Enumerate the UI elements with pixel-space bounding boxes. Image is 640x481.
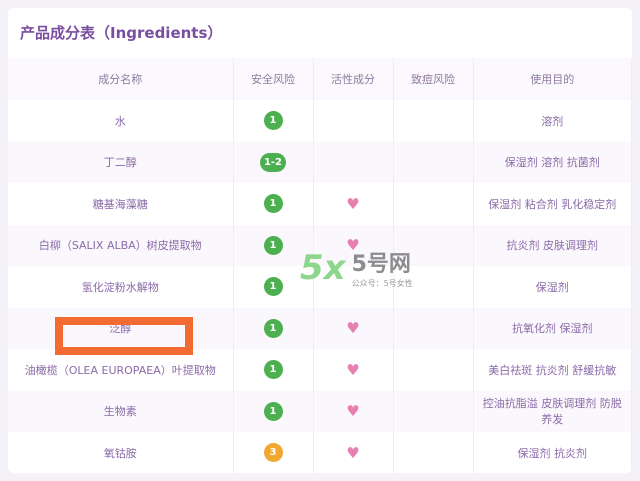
safety-cell: 1-2 (233, 141, 314, 183)
safety-cell: 1 (233, 307, 314, 349)
safety-cell: 1 (233, 390, 314, 432)
purpose: 保湿剂 粘合剂 乳化稳定剂 (473, 183, 632, 225)
safety-cell: 1 (233, 349, 314, 391)
active-cell: ♥ (313, 224, 394, 266)
active-cell (313, 141, 394, 183)
table-row: 丁二醇 1-2 保湿剂 溶剂 抗菌剂 (8, 141, 632, 183)
table-row: 氧钴胺 3 ♥ 保湿剂 抗炎剂 (8, 432, 632, 473)
acne-cell (393, 307, 474, 349)
safety-risk-badge: 1-2 (259, 152, 287, 172)
safety-risk-badge: 1 (263, 360, 283, 380)
ingredients-card: 产品成分表（Ingredients） 成分名称 安全风险 活性成分 致痘风险 使用目的 … (8, 8, 632, 473)
column-header: 活性成分 (313, 58, 394, 100)
ingredient-name[interactable]: 氧钴胺 (8, 432, 234, 473)
acne-cell (393, 224, 474, 266)
table-row: 氢化淀粉水解物 1 保湿剂 (8, 266, 632, 308)
ingredient-name[interactable]: 糖基海藻糖 (8, 183, 234, 225)
heart-icon: ♥ (346, 236, 360, 255)
active-cell: ♥ (313, 390, 394, 432)
safety-risk-badge: 1 (263, 401, 283, 421)
safety-cell: 3 (233, 432, 314, 473)
safety-cell: 1 (233, 100, 314, 142)
table-row: 油橄榄（OLEA EUROPAEA）叶提取物 1 ♥ 美白祛斑 抗炎剂 舒缓抗敏 (8, 349, 632, 391)
safety-risk-badge: 1 (263, 235, 283, 255)
safety-cell: 1 (233, 266, 314, 308)
safety-risk-badge: 1 (263, 111, 283, 131)
safety-cell: 1 (233, 183, 314, 225)
ingredient-name[interactable]: 水 (8, 100, 234, 142)
watermark-sub: 公众号：5号女性 (351, 279, 413, 288)
active-cell: ♥ (313, 183, 394, 225)
column-header: 安全风险 (233, 58, 314, 100)
safety-risk-badge: 1 (263, 318, 283, 338)
column-header: 致痘风险 (393, 58, 474, 100)
ingredient-name[interactable]: 生物素 (8, 390, 234, 432)
ingredient-name[interactable]: 白柳（SALIX ALBA）树皮提取物 (8, 224, 234, 266)
active-cell: ♥ (313, 307, 394, 349)
purpose: 抗氧化剂 保湿剂 (473, 307, 632, 349)
watermark: 5x 5号网 公众号：5号女性 (300, 246, 413, 289)
highlight-box (55, 317, 193, 355)
table-row: 水 1 溶剂 (8, 100, 632, 142)
acne-cell (393, 141, 474, 183)
acne-cell (393, 266, 474, 308)
purpose: 溶剂 (473, 100, 632, 142)
table-row: 泛醇 1 ♥ 抗氧化剂 保湿剂 (8, 307, 632, 349)
acne-cell (393, 349, 474, 391)
safety-risk-badge: 1 (263, 277, 283, 297)
ingredient-name[interactable]: 氢化淀粉水解物 (8, 266, 234, 308)
purpose: 控油抗脂溢 皮肤调理剂 防脱养发 (473, 390, 632, 432)
table-row: 糖基海藻糖 1 ♥ 保湿剂 粘合剂 乳化稳定剂 (8, 183, 632, 225)
active-cell (313, 266, 394, 308)
purpose: 保湿剂 (473, 266, 632, 308)
safety-risk-badge: 3 (263, 443, 283, 463)
safety-risk-badge: 1 (263, 194, 283, 214)
acne-cell (393, 390, 474, 432)
table-row: 生物素 1 ♥ 控油抗脂溢 皮肤调理剂 防脱养发 (8, 390, 632, 432)
ingredient-name[interactable]: 丁二醇 (8, 141, 234, 183)
acne-cell (393, 432, 474, 473)
active-cell (313, 100, 394, 142)
acne-cell (393, 100, 474, 142)
purpose: 美白祛斑 抗炎剂 舒缓抗敏 (473, 349, 632, 391)
column-header: 成分名称 (8, 58, 234, 100)
purpose: 抗炎剂 皮肤调理剂 (473, 224, 632, 266)
heart-icon: ♥ (346, 319, 360, 338)
table-row: 白柳（SALIX ALBA）树皮提取物 1 ♥ 抗炎剂 皮肤调理剂 (8, 224, 632, 266)
ingredient-name[interactable]: 泛醇 (8, 307, 234, 349)
column-header: 使用目的 (473, 58, 632, 100)
safety-cell: 1 (233, 224, 314, 266)
ingredients-table: 成分名称 安全风险 活性成分 致痘风险 使用目的 水 1 溶剂 丁二醇 1-2 保湿剂 溶… (8, 58, 632, 473)
card-title: 产品成分表（Ingredients） (20, 24, 223, 42)
heart-icon: ♥ (346, 194, 360, 213)
heart-icon: ♥ (346, 360, 360, 379)
active-cell: ♥ (313, 349, 394, 391)
purpose: 保湿剂 抗炎剂 (473, 432, 632, 473)
heart-icon: ♥ (346, 443, 360, 462)
watermark-logo: 5x (300, 247, 346, 288)
acne-cell (393, 183, 474, 225)
active-cell: ♥ (313, 432, 394, 473)
heart-icon: ♥ (346, 402, 360, 421)
watermark-name: 5号网 (351, 252, 411, 277)
ingredient-name[interactable]: 油橄榄（OLEA EUROPAEA）叶提取物 (8, 349, 234, 391)
purpose: 保湿剂 溶剂 抗菌剂 (473, 141, 632, 183)
